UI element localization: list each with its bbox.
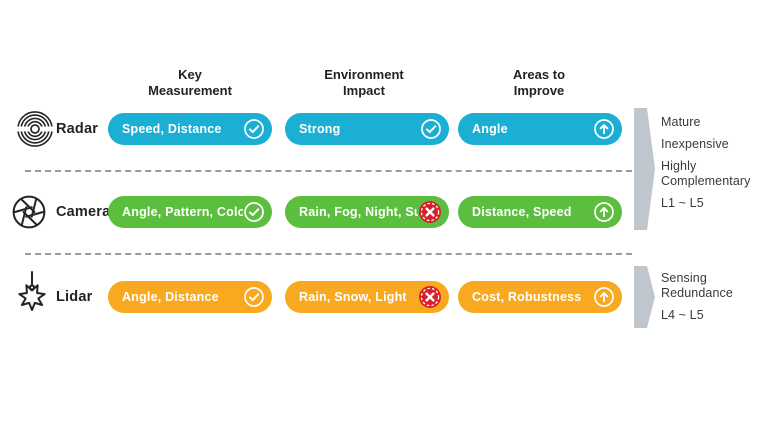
check-icon (243, 286, 265, 308)
sensor-label-lidar: Lidar (56, 289, 93, 305)
column-header-line: Measurement (148, 83, 232, 98)
pill-text: Angle, Distance (122, 290, 219, 304)
summary-bar-radar-camera (634, 108, 655, 230)
summary-bar-lidar (634, 266, 655, 328)
pill-camera-areas-to-improve: Distance, Speed (458, 196, 622, 228)
pill-radar-environment-impact: Strong (285, 113, 449, 145)
column-header-line: Areas to (512, 67, 566, 82)
pill-text: Rain, Fog, Night, Sun (299, 205, 418, 219)
pill-camera-environment-impact: Rain, Fog, Night, Sun (285, 196, 449, 228)
lidar-icon (18, 271, 46, 311)
check-icon (243, 201, 265, 223)
annotation-line: Sensing Redundance (661, 271, 733, 300)
pill-radar-areas-to-improve: Angle (458, 113, 622, 145)
column-header-line: Impact (343, 83, 385, 98)
pill-text: Cost, Robustness (472, 290, 582, 304)
improve-arrow-icon (593, 201, 615, 223)
row-separator (25, 253, 632, 255)
improve-arrow-icon (593, 118, 615, 140)
annotation-lidar: Sensing Redundance L4 ~ L5 (661, 271, 767, 323)
cross-icon (418, 285, 442, 309)
column-header-line: Key (178, 67, 202, 82)
pill-lidar-areas-to-improve: Cost, Robustness (458, 281, 622, 313)
pill-lidar-environment-impact: Rain, Snow, Light (285, 281, 449, 313)
column-header-key-measurement: Key Measurement (115, 67, 265, 99)
pill-lidar-key-measurement: Angle, Distance (108, 281, 272, 313)
pill-text: Speed, Distance (122, 122, 222, 136)
sensor-label-radar: Radar (56, 121, 99, 137)
check-icon (420, 118, 442, 140)
column-header-areas-to-improve: Areas to Improve (464, 67, 614, 99)
annotation-line: Highly Complementary (661, 159, 751, 188)
camera-icon (12, 195, 46, 229)
pill-text: Angle (472, 122, 508, 136)
annotation-line: Mature (661, 115, 701, 129)
radar-icon (17, 111, 53, 147)
pill-radar-key-measurement: Speed, Distance (108, 113, 272, 145)
pill-text: Strong (299, 122, 341, 136)
annotation-radar-camera: Mature Inexpensive Highly Complementary … (661, 115, 767, 211)
pill-text: Distance, Speed (472, 205, 572, 219)
annotation-levels: L1 ~ L5 (661, 196, 704, 210)
annotation-levels: L4 ~ L5 (661, 308, 704, 322)
row-separator (25, 170, 632, 172)
check-icon (243, 118, 265, 140)
pill-camera-key-measurement: Angle, Pattern, Color (108, 196, 272, 228)
pill-text: Angle, Pattern, Color (122, 205, 243, 219)
column-header-line: Environment (324, 67, 404, 82)
column-header-line: Improve (513, 83, 565, 98)
improve-arrow-icon (593, 286, 615, 308)
sensor-label-camera: Camera (56, 204, 111, 220)
annotation-line: Inexpensive (661, 137, 729, 151)
cross-icon (418, 200, 442, 224)
column-header-environment-impact: Environment Impact (289, 67, 439, 99)
pill-text: Rain, Snow, Light (299, 290, 407, 304)
